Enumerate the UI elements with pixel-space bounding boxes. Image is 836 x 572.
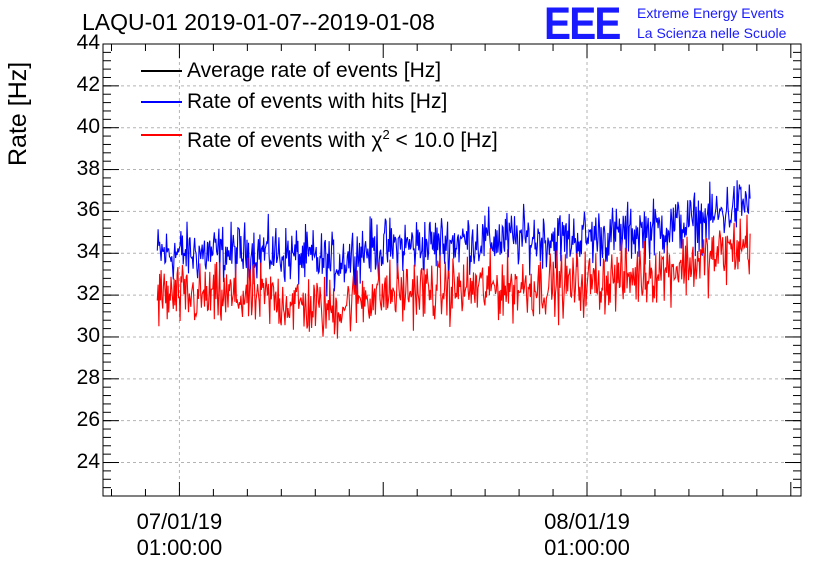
- y-tick-label: 44: [76, 31, 100, 54]
- y-tick-label: 30: [76, 323, 100, 347]
- eee-logo: EEE: [544, 0, 621, 49]
- y-tick-label: 26: [76, 407, 100, 431]
- logo-subtitle-2: La Scienza nelle Scuole: [637, 25, 787, 41]
- plot-frame: [102, 43, 802, 497]
- legend-entry-average: Average rate of events [Hz]: [187, 59, 442, 82]
- logo-subtitle-1: Extreme Energy Events: [637, 5, 785, 21]
- y-axis-label: Rate [Hz]: [4, 61, 32, 166]
- legend-lines: [141, 70, 182, 136]
- series-line-1: [156, 180, 751, 297]
- x-tick-label: 08/01/19 01:00:00: [544, 509, 630, 560]
- y-tick-label: 40: [76, 114, 100, 138]
- y-tick-label: 32: [76, 282, 100, 306]
- y-tick-label: 36: [76, 198, 100, 222]
- legend-entry-hits: Rate of events with hits [Hz]: [187, 90, 448, 113]
- series-line-2: [156, 214, 751, 339]
- chart-title: LAQU-01 2019-01-07--2019-01-08: [82, 9, 435, 35]
- chart-series: [156, 180, 751, 339]
- y-tick-label: 28: [76, 365, 100, 389]
- chart-frame: [102, 43, 802, 497]
- y-tick-label: 42: [76, 72, 100, 96]
- y-tick-label: 24: [76, 449, 100, 473]
- y-tick-label: 34: [76, 240, 100, 264]
- y-tick-label: 38: [76, 156, 100, 180]
- legend-entry-chi2: Rate of events with χ2 < 10.0 [Hz]: [187, 127, 498, 152]
- x-tick-label: 07/01/19 01:00:00: [136, 509, 223, 560]
